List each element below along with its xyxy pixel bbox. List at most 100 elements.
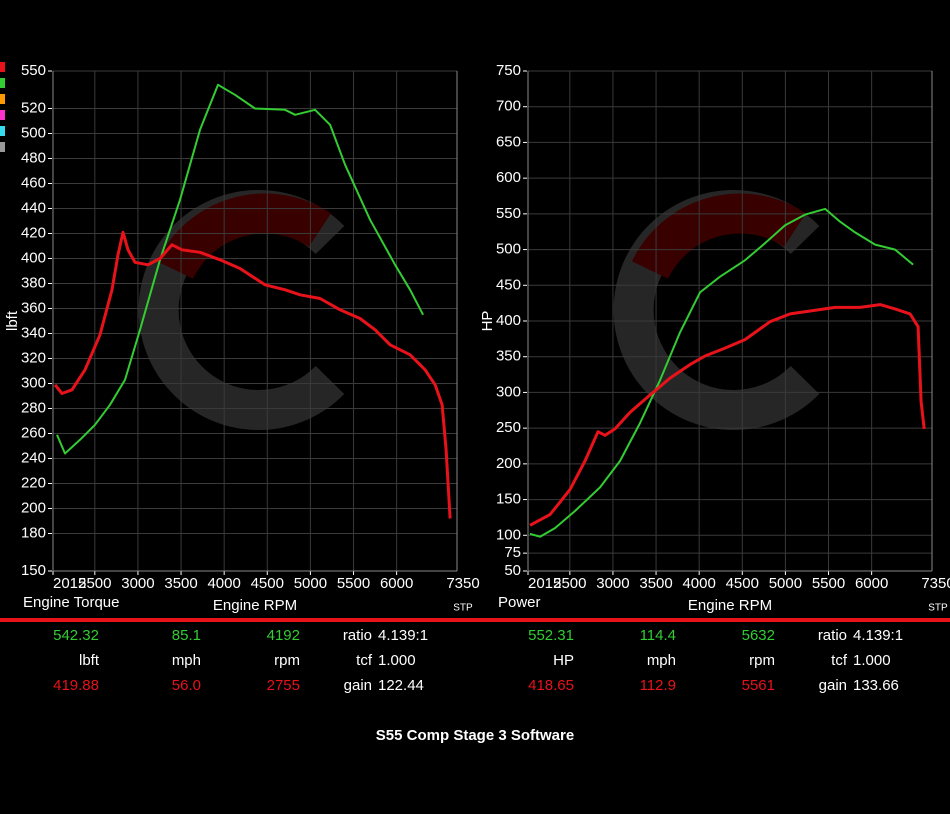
y-tick-label: 240 bbox=[21, 449, 46, 466]
x-axis-label: Engine RPM bbox=[213, 597, 297, 614]
y-axis-label: HP bbox=[479, 311, 496, 332]
y-tick-label: 300 bbox=[496, 383, 521, 400]
x-end-label: 7350 bbox=[446, 575, 479, 592]
stat-text: rpm bbox=[749, 652, 775, 669]
swatch bbox=[0, 126, 5, 136]
stat-text: 542.32 bbox=[53, 627, 99, 644]
swatch bbox=[0, 62, 5, 72]
y-tick-label: 450 bbox=[496, 276, 521, 293]
series-line bbox=[529, 303, 926, 527]
y-tick-label: 500 bbox=[21, 124, 46, 141]
stat-text: HP bbox=[553, 652, 574, 669]
footer-title: S55 Comp Stage 3 Software bbox=[376, 727, 574, 744]
y-tick-label: 500 bbox=[496, 241, 521, 258]
stat-text: 552.31 bbox=[528, 627, 574, 644]
y-tick-label: 50 bbox=[504, 562, 521, 579]
y-tick-label: 340 bbox=[21, 324, 46, 341]
series-line bbox=[529, 207, 914, 538]
stat-text: 112.9 bbox=[640, 677, 676, 694]
swatch bbox=[0, 78, 5, 88]
stat-text: 85.1 bbox=[172, 627, 201, 644]
y-tick-label: 280 bbox=[21, 399, 46, 416]
y-tick-label: 400 bbox=[21, 249, 46, 266]
x-unit: STP bbox=[453, 603, 473, 614]
y-tick-label: 150 bbox=[21, 562, 46, 579]
stat-text: gain bbox=[819, 677, 847, 694]
x-tick-label: 4500 bbox=[726, 575, 759, 592]
y-tick-label: 480 bbox=[21, 149, 46, 166]
y-tick-label: 550 bbox=[496, 205, 521, 222]
stat-text: 114.4 bbox=[640, 627, 676, 644]
swatch bbox=[0, 110, 5, 120]
y-tick-label: 260 bbox=[21, 424, 46, 441]
swatch bbox=[0, 142, 5, 152]
y-tick-label: 420 bbox=[21, 224, 46, 241]
y-tick-label: 360 bbox=[21, 299, 46, 316]
stat-text: 5632 bbox=[742, 627, 775, 644]
stat-text: 1.000 bbox=[853, 652, 891, 669]
channel-swatches bbox=[0, 62, 5, 152]
y-tick-label: 350 bbox=[496, 348, 521, 365]
y-tick-label: 150 bbox=[496, 491, 521, 508]
x-tick-label: 3000 bbox=[596, 575, 629, 592]
x-tick-label: 2500 bbox=[78, 575, 111, 592]
corner-label: Engine Torque bbox=[23, 594, 119, 611]
swatch bbox=[0, 94, 5, 104]
stat-text: 122.44 bbox=[378, 677, 424, 694]
stat-text: 419.88 bbox=[53, 677, 99, 694]
y-tick-label: 520 bbox=[21, 99, 46, 116]
x-tick-label: 5000 bbox=[294, 575, 327, 592]
stat-text: mph bbox=[647, 652, 676, 669]
stat-text: 4192 bbox=[267, 627, 300, 644]
x-tick-label: 2500 bbox=[553, 575, 586, 592]
stat-text: rpm bbox=[274, 652, 300, 669]
y-tick-label: 180 bbox=[21, 524, 46, 541]
stat-text: mph bbox=[172, 652, 201, 669]
stat-text: 56.0 bbox=[172, 677, 201, 694]
x-tick-label: 3500 bbox=[164, 575, 197, 592]
stat-text: tcf bbox=[356, 652, 373, 669]
y-tick-label: 700 bbox=[496, 98, 521, 115]
x-tick-label: 2015 bbox=[528, 575, 561, 592]
x-tick-label: 4500 bbox=[251, 575, 284, 592]
logo-arc bbox=[138, 190, 345, 430]
y-axis-label: lbft bbox=[4, 310, 21, 331]
x-tick-label: 5000 bbox=[769, 575, 802, 592]
stat-text: ratio bbox=[343, 627, 372, 644]
y-tick-label: 200 bbox=[496, 455, 521, 472]
x-tick-label: 6000 bbox=[855, 575, 888, 592]
y-tick-label: 200 bbox=[21, 499, 46, 516]
x-end-label: 7350 bbox=[921, 575, 950, 592]
y-tick-label: 220 bbox=[21, 474, 46, 491]
y-tick-label: 300 bbox=[21, 374, 46, 391]
stat-text: tcf bbox=[831, 652, 848, 669]
x-tick-label: 5500 bbox=[337, 575, 370, 592]
y-tick-label: 380 bbox=[21, 274, 46, 291]
y-tick-label: 100 bbox=[496, 526, 521, 543]
stat-text: 418.65 bbox=[528, 677, 574, 694]
stat-text: 133.66 bbox=[853, 677, 899, 694]
y-tick-label: 400 bbox=[496, 312, 521, 329]
y-tick-label: 600 bbox=[496, 169, 521, 186]
x-unit: STP bbox=[928, 603, 948, 614]
series-line bbox=[53, 230, 452, 519]
stat-text: 1.000 bbox=[378, 652, 416, 669]
x-tick-label: 6000 bbox=[380, 575, 413, 592]
stat-text: 5561 bbox=[742, 677, 775, 694]
y-tick-label: 250 bbox=[496, 419, 521, 436]
logo-arc bbox=[632, 193, 806, 280]
y-tick-label: 440 bbox=[21, 199, 46, 216]
x-tick-label: 4000 bbox=[207, 575, 240, 592]
stat-text: ratio bbox=[818, 627, 847, 644]
y-tick-label: 750 bbox=[496, 62, 521, 79]
y-tick-label: 75 bbox=[504, 544, 521, 561]
y-tick-label: 320 bbox=[21, 349, 46, 366]
y-tick-label: 550 bbox=[21, 62, 46, 79]
x-tick-label: 3000 bbox=[121, 575, 154, 592]
stat-text: gain bbox=[344, 677, 372, 694]
x-tick-label: 4000 bbox=[682, 575, 715, 592]
x-tick-label: 3500 bbox=[639, 575, 672, 592]
